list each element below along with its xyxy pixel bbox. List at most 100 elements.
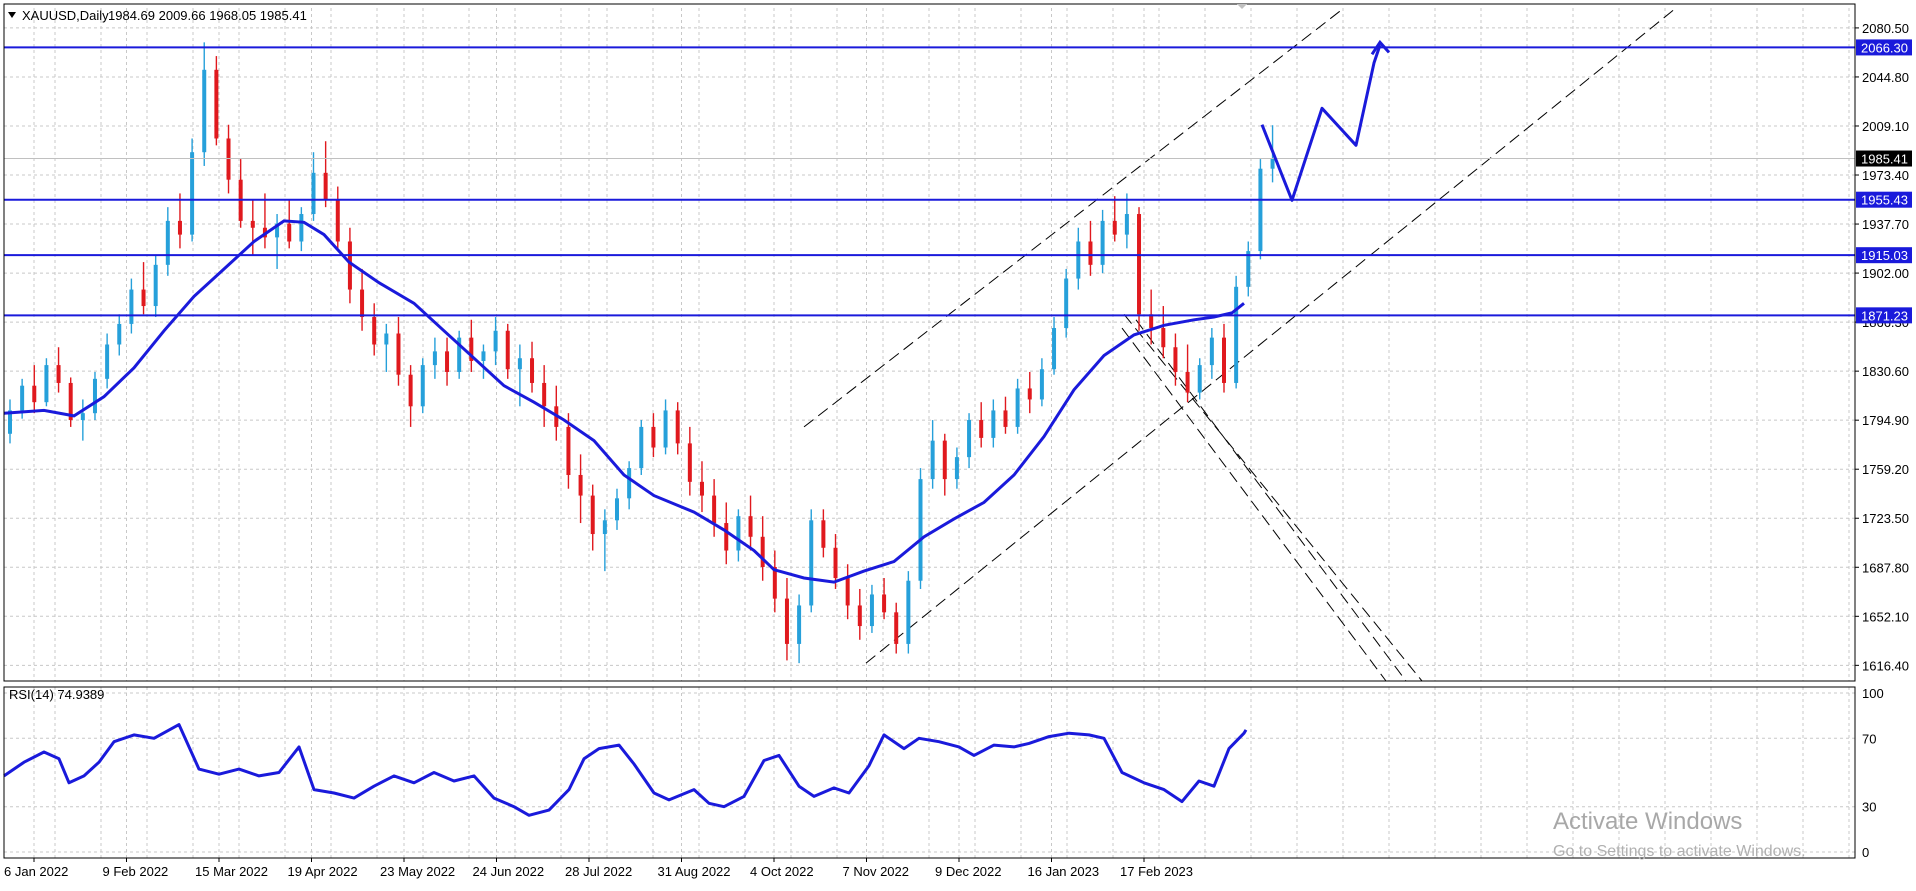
candle-body xyxy=(68,382,73,421)
price-tick-label: 1723.50 xyxy=(1862,511,1909,526)
candle xyxy=(797,594,802,664)
candle xyxy=(991,399,996,448)
candle xyxy=(1258,159,1263,260)
price-level-badge xyxy=(1856,191,1912,208)
candle-body xyxy=(991,410,996,438)
price-tick-label: 2080.50 xyxy=(1862,21,1909,36)
price-level-badge xyxy=(1856,307,1912,324)
down-channel-line[interactable] xyxy=(1123,313,1423,682)
candle xyxy=(202,42,207,166)
candle xyxy=(1137,207,1142,331)
candle-body xyxy=(32,385,37,403)
candle-body xyxy=(869,594,874,627)
candle xyxy=(882,577,887,620)
windows-watermark: Activate Windows Go to Settings to activ… xyxy=(1553,808,1806,860)
candle xyxy=(954,447,959,489)
time-tick-label: 4 Oct 2022 xyxy=(750,864,814,879)
candle-body xyxy=(1124,214,1129,235)
candle-body xyxy=(1027,388,1032,400)
down-channel-line[interactable] xyxy=(1135,319,1407,682)
candle-body xyxy=(675,410,680,444)
candle-body xyxy=(979,420,984,438)
candle xyxy=(250,200,255,256)
time-tick-label: 6 Jan 2022 xyxy=(4,864,68,879)
time-tick-label: 28 Jul 2022 xyxy=(565,864,632,879)
horizontal-levels xyxy=(4,46,1855,317)
candle-body xyxy=(80,413,85,421)
projection-path[interactable] xyxy=(1260,44,1382,202)
price-level-label: 1955.43 xyxy=(1861,193,1908,208)
shift-marker-icon[interactable] xyxy=(1237,4,1247,9)
candle xyxy=(1173,333,1178,386)
candle-body xyxy=(190,152,195,235)
candle-body xyxy=(627,468,632,499)
upper-channel-line[interactable] xyxy=(803,7,1345,428)
candle xyxy=(979,402,984,448)
candle-body xyxy=(432,351,437,366)
candle-body xyxy=(687,443,692,482)
price-level-label: 1871.23 xyxy=(1861,308,1908,323)
projection-drawing xyxy=(1260,39,1391,202)
candle xyxy=(627,461,632,510)
candle xyxy=(1161,306,1166,359)
candle xyxy=(287,200,292,249)
candle xyxy=(675,402,680,455)
candle-body xyxy=(117,323,122,345)
candle-body xyxy=(481,351,486,361)
candle xyxy=(469,319,474,372)
price-level-label: 1915.03 xyxy=(1861,248,1908,263)
price-tick-label: 1973.40 xyxy=(1862,168,1909,183)
candle-body xyxy=(214,69,219,139)
time-tick-label: 9 Feb 2022 xyxy=(103,864,169,879)
rsi-tick-label: 100 xyxy=(1862,686,1884,701)
candlestick-series xyxy=(8,42,1275,664)
rsi-tick-label: 30 xyxy=(1862,800,1876,815)
candle-body xyxy=(784,598,789,644)
lower-channel-line[interactable] xyxy=(865,7,1677,664)
candle-body xyxy=(299,214,304,242)
candle xyxy=(736,509,741,562)
candle xyxy=(408,365,413,427)
candle-body xyxy=(760,536,765,568)
candle-body xyxy=(1149,314,1154,329)
candle-body xyxy=(954,457,959,480)
candle xyxy=(1076,227,1081,290)
candle xyxy=(615,488,619,530)
candle-body xyxy=(505,330,510,370)
candle-body xyxy=(44,365,49,403)
axes: 1616.40 1652.10 1687.80 1723.50 1759.20 1794.… xyxy=(4,21,1912,879)
price-tick-label: 1830.60 xyxy=(1862,364,1909,379)
candle xyxy=(651,413,656,458)
candle xyxy=(712,479,717,537)
down-channel-line[interactable] xyxy=(1121,327,1387,682)
candle xyxy=(639,420,644,475)
time-tick-label: 24 Jun 2022 xyxy=(473,864,545,879)
candle-body xyxy=(566,426,571,475)
watermark-title: Activate Windows xyxy=(1553,808,1742,835)
price-tick-label: 1902.00 xyxy=(1862,266,1909,281)
candle-body xyxy=(712,495,717,524)
candle-body xyxy=(821,520,826,548)
time-tick-label: 17 Feb 2023 xyxy=(1120,864,1193,879)
candle-body xyxy=(833,547,838,578)
candle-body xyxy=(1064,278,1069,329)
candle xyxy=(299,207,304,252)
candle xyxy=(809,509,814,613)
collapse-triangle-icon[interactable] xyxy=(8,12,16,18)
candle xyxy=(833,534,838,589)
candle xyxy=(347,227,352,304)
candle-body xyxy=(845,577,850,606)
rsi-tick-label: 70 xyxy=(1862,731,1876,746)
candle xyxy=(153,255,158,318)
candle-body xyxy=(1173,347,1178,372)
candle-body xyxy=(809,520,814,606)
candle xyxy=(396,317,401,386)
candle-body xyxy=(323,172,328,201)
candle-body xyxy=(894,612,899,644)
candle-body xyxy=(530,358,535,383)
candle xyxy=(699,461,704,513)
candle xyxy=(238,159,243,228)
candle-body xyxy=(1222,337,1226,383)
candle xyxy=(1209,328,1214,379)
